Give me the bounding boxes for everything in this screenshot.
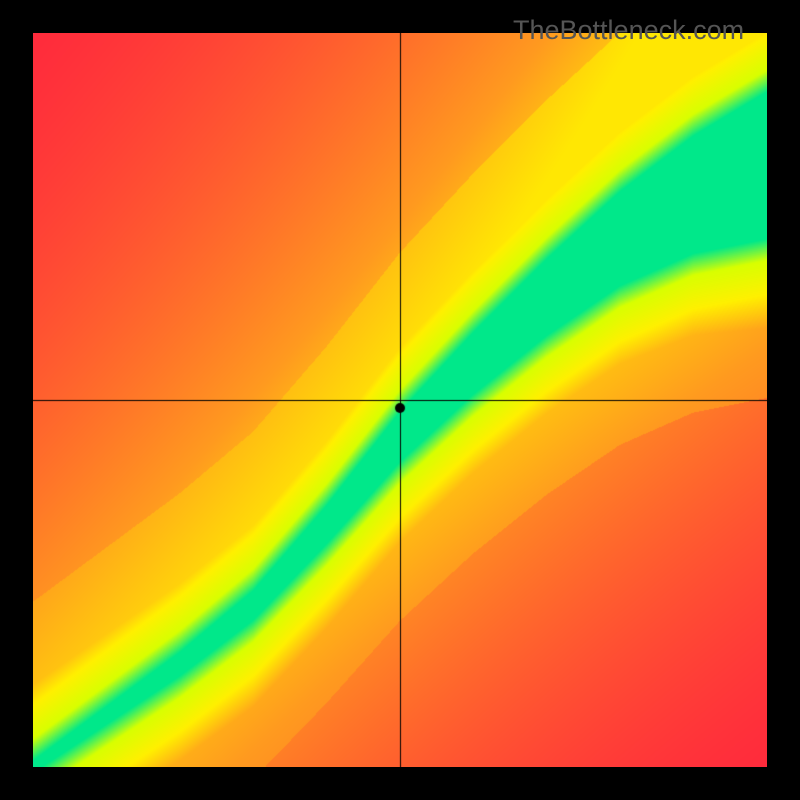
chart-frame: TheBottleneck.com — [0, 0, 800, 800]
bottleneck-heatmap — [33, 33, 767, 767]
watermark-text: TheBottleneck.com — [513, 15, 744, 46]
